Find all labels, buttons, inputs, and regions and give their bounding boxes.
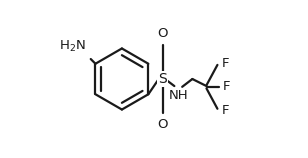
Text: F: F bbox=[223, 80, 230, 93]
Text: NH: NH bbox=[168, 89, 188, 102]
Text: H$_2$N: H$_2$N bbox=[59, 39, 86, 54]
Text: F: F bbox=[221, 104, 229, 117]
Text: F: F bbox=[221, 57, 229, 70]
Text: O: O bbox=[157, 27, 168, 40]
Text: O: O bbox=[157, 118, 168, 131]
Text: S: S bbox=[158, 72, 167, 86]
